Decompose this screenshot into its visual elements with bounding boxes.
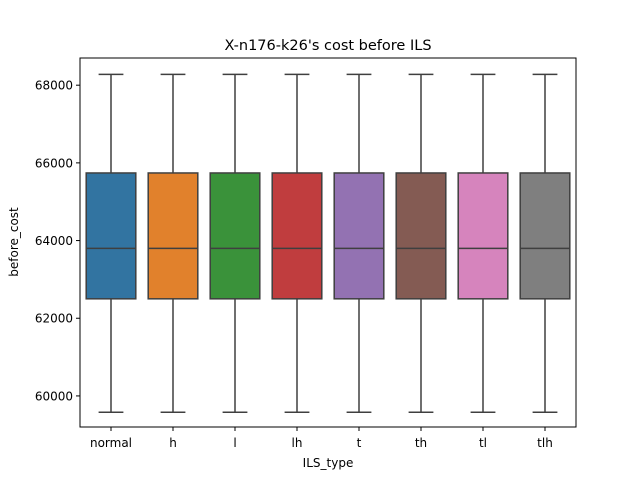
box-lh	[271, 73, 323, 413]
plot-frame	[79, 57, 577, 428]
x-axis-label: ILS_type	[303, 456, 354, 470]
x-tick-label: tl	[479, 436, 487, 450]
y-axis-label: before_cost	[7, 207, 21, 277]
x-tick-label: normal	[90, 436, 132, 450]
box-body	[85, 172, 137, 300]
box-body	[333, 172, 385, 300]
x-tick-label: lh	[292, 436, 303, 450]
x-tick-label: l	[233, 436, 236, 450]
box-body	[519, 172, 571, 300]
box-body	[457, 172, 509, 300]
x-axis: normal h l lh t th tl tlh	[90, 427, 553, 450]
box-body	[271, 172, 323, 300]
box-l	[209, 73, 261, 413]
x-tick-label: t	[357, 436, 362, 450]
y-tick-label: 64000	[35, 234, 73, 248]
x-tick-label: th	[415, 436, 427, 450]
box-t	[333, 73, 385, 413]
y-tick-label: 68000	[35, 79, 73, 93]
plot-area	[85, 73, 571, 413]
box-normal	[85, 73, 137, 413]
chart-title: X-n176-k26's cost before ILS	[224, 38, 431, 54]
y-axis: 60000 62000 64000 66000 68000	[35, 79, 80, 403]
box-h	[147, 73, 199, 413]
box-body	[395, 172, 447, 300]
box-tl	[457, 73, 509, 413]
y-tick-label: 62000	[35, 312, 73, 326]
x-tick-label: tlh	[537, 436, 553, 450]
box-body	[147, 172, 199, 300]
x-tick-label: h	[169, 436, 177, 450]
box-body	[209, 172, 261, 300]
y-tick-label: 60000	[35, 389, 73, 403]
box-th	[395, 73, 447, 413]
y-tick-label: 66000	[35, 156, 73, 170]
box-tlh	[519, 73, 571, 413]
